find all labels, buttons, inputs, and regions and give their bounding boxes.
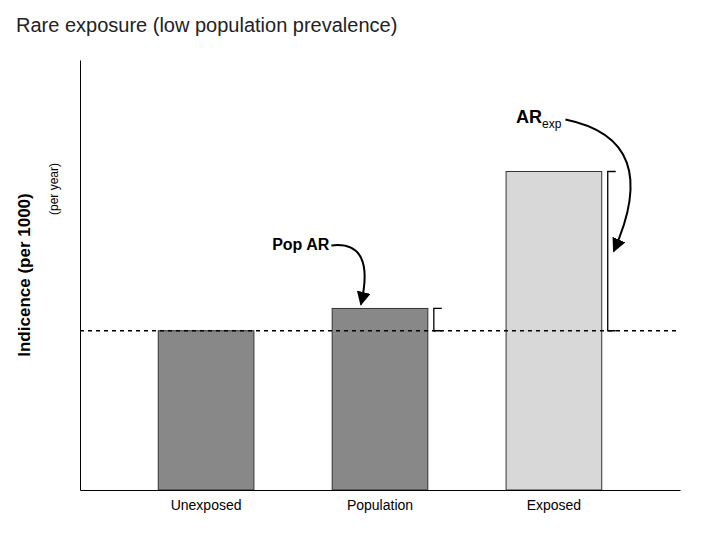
x-axis: Unexposed Population Exposed — [81, 490, 681, 513]
x-tick-label: Unexposed — [171, 497, 242, 513]
bar — [332, 308, 428, 490]
annotation-sub: exp — [542, 117, 562, 131]
x-tick: Unexposed — [171, 490, 242, 513]
x-tick: Exposed — [527, 490, 581, 513]
bar — [158, 331, 254, 490]
annotation-arrow — [565, 119, 630, 251]
x-tick: Population — [347, 490, 413, 513]
annotation: ARexp — [516, 107, 562, 131]
x-axis-line — [81, 490, 681, 491]
x-tick-label: Exposed — [527, 497, 581, 513]
chart: Rare exposure (low population prevalence… — [0, 0, 720, 540]
y-axis — [80, 61, 81, 491]
annotation: Pop AR — [272, 236, 330, 253]
reference-line — [80, 330, 680, 332]
y-axis-line — [80, 61, 81, 491]
title: Rare exposure (low population prevalence… — [16, 14, 397, 36]
bracket — [434, 308, 442, 330]
plot-area — [80, 171, 680, 490]
y-axis-subtitle: (per year) — [47, 163, 61, 215]
annotation-main: AR — [516, 107, 542, 127]
annotation-arrow — [331, 245, 364, 304]
y-axis-title: Indicence (per 1000) — [15, 193, 34, 356]
x-tick-label: Population — [347, 497, 413, 513]
